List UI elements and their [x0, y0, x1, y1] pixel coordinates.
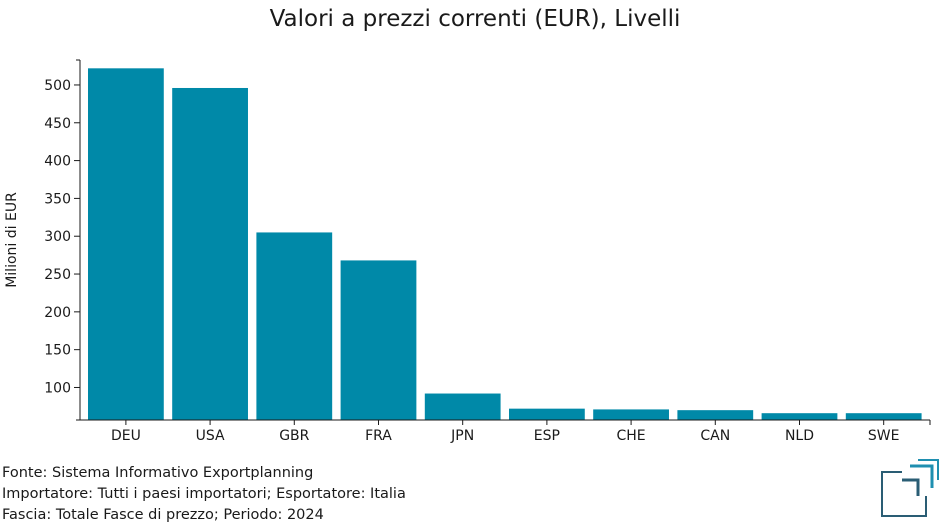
x-tick-label: CHE — [617, 428, 646, 444]
y-tick-label: 100 — [44, 380, 71, 396]
plot-area: DEU USA GBR FRA JPN ESP CHE CAN NLD SWE 100 150 200 2… — [44, 59, 931, 444]
exportplanning-logo-icon — [881, 459, 939, 517]
bar-nld — [761, 413, 838, 420]
x-tick-label: CAN — [700, 428, 730, 444]
bar-deu — [88, 68, 164, 420]
footer-period: Fascia: Totale Fasce di prezzo; Periodo:… — [2, 507, 324, 523]
bar-gbr — [256, 232, 333, 420]
y-tick-label: 250 — [44, 267, 71, 283]
chart-title: Valori a prezzi correnti (EUR), Livelli — [269, 6, 681, 32]
bar-jpn — [424, 393, 501, 420]
bar-esp — [509, 408, 585, 420]
bar-swe — [845, 413, 922, 420]
x-tick-label: GBR — [279, 428, 309, 444]
y-tick-label: 150 — [44, 343, 71, 359]
x-tick-label: DEU — [111, 428, 141, 444]
bar-che — [593, 409, 669, 420]
x-tick-label: FRA — [365, 428, 392, 444]
footer-source: Fonte: Sistema Informativo Exportplannin… — [2, 465, 314, 481]
y-tick-label: 200 — [44, 305, 71, 321]
y-tick-label: 350 — [44, 191, 71, 207]
x-tick-label: JPN — [450, 428, 474, 444]
x-tick-label: NLD — [785, 428, 814, 444]
x-tick-label: SWE — [868, 428, 900, 444]
bar-can — [677, 410, 754, 420]
y-tick-label: 300 — [44, 229, 71, 245]
footer-importer: Importatore: Tutti i paesi importatori; … — [2, 486, 406, 502]
bar-fra — [340, 260, 417, 420]
y-tick-label: 500 — [44, 78, 71, 94]
bar-chart: DEU USA GBR FRA JPN ESP CHE CAN NLD SWE 100 150 200 2… — [4, 59, 931, 444]
bar-usa — [172, 87, 248, 421]
x-tick-label: ESP — [534, 428, 560, 444]
y-tick-label: 400 — [44, 154, 71, 170]
y-tick-label: 450 — [44, 116, 71, 132]
x-tick-label: USA — [196, 428, 225, 444]
y-axis-label: Milioni di EUR — [4, 192, 20, 288]
